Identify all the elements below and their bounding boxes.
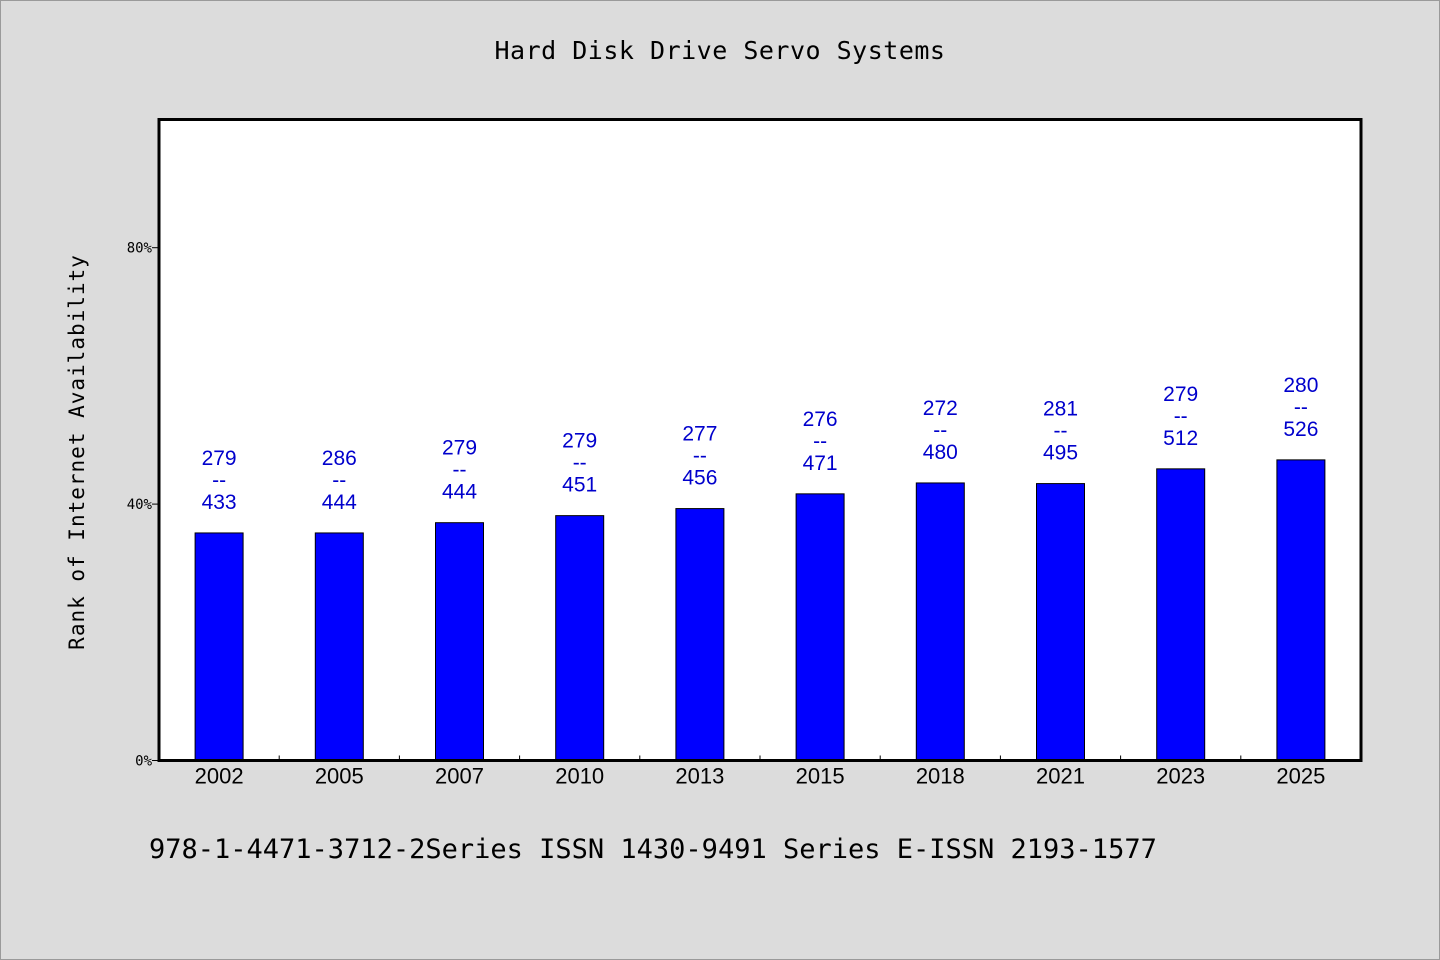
x-tick-label-2018: 2018 bbox=[916, 764, 965, 789]
bar-2018 bbox=[915, 482, 965, 761]
data-label-sep-2002: -- bbox=[212, 469, 226, 492]
axis-layer: 2002 2005 2007 2010 2013 2015 2018 2021 2023 2025… bbox=[127, 241, 1326, 789]
data-label-bottom-2018: 480 bbox=[923, 441, 958, 464]
bar-2021 bbox=[1036, 483, 1085, 761]
bars-layer bbox=[194, 459, 1326, 762]
data-label-bottom-2015: 471 bbox=[803, 452, 838, 475]
data-label-sep-2021: -- bbox=[1054, 420, 1068, 443]
x-tick-label-2021: 2021 bbox=[1036, 764, 1085, 789]
y-tick-label-0: 0% bbox=[135, 754, 152, 770]
data-label-sep-2023: -- bbox=[1174, 405, 1188, 428]
data-label-bottom-2025: 526 bbox=[1283, 418, 1318, 441]
bar-2013 bbox=[675, 508, 725, 761]
data-label-bottom-2007: 444 bbox=[442, 481, 477, 504]
data-label-top-2007: 279 bbox=[442, 437, 477, 460]
data-label-top-2023: 279 bbox=[1163, 383, 1198, 406]
bar-2002 bbox=[194, 532, 244, 761]
bar-2010 bbox=[555, 515, 605, 761]
x-tick-label-2002: 2002 bbox=[195, 764, 244, 789]
data-label-top-2005: 286 bbox=[322, 447, 357, 470]
data-label-bottom-2021: 495 bbox=[1043, 442, 1078, 465]
data-label-bottom-2010: 451 bbox=[562, 474, 597, 497]
data-label-bottom-2005: 444 bbox=[322, 491, 357, 514]
data-label-top-2018: 272 bbox=[923, 397, 958, 420]
data-label-top-2002: 279 bbox=[202, 447, 237, 470]
y-tick-label-40: 40% bbox=[127, 497, 153, 513]
x-tick-label-2013: 2013 bbox=[675, 764, 724, 789]
chart-title: Hard Disk Drive Servo Systems bbox=[494, 36, 946, 65]
y-tick-label-80: 80% bbox=[127, 241, 153, 257]
bar-2025 bbox=[1276, 459, 1326, 761]
bar-2015 bbox=[795, 493, 845, 761]
footer-note: 978-1-4471-3712-2Series ISSN 1430-9491 S… bbox=[149, 834, 1157, 865]
data-label-top-2013: 277 bbox=[682, 423, 717, 446]
data-label-sep-2015: -- bbox=[813, 430, 827, 453]
data-label-top-2025: 280 bbox=[1283, 374, 1318, 397]
bar-2005 bbox=[314, 532, 364, 761]
data-label-top-2010: 279 bbox=[562, 430, 597, 453]
bar-2023 bbox=[1156, 468, 1206, 761]
data-label-sep-2010: -- bbox=[573, 452, 587, 475]
x-tick-label-2023: 2023 bbox=[1156, 764, 1205, 789]
data-label-top-2015: 276 bbox=[803, 408, 838, 431]
data-label-bottom-2023: 512 bbox=[1163, 427, 1198, 450]
data-label-sep-2007: -- bbox=[453, 459, 467, 482]
data-label-sep-2005: -- bbox=[332, 469, 346, 492]
data-label-bottom-2013: 456 bbox=[682, 467, 717, 490]
data-label-bottom-2002: 433 bbox=[202, 491, 237, 514]
x-tick-label-2025: 2025 bbox=[1276, 764, 1325, 789]
data-label-sep-2013: -- bbox=[693, 445, 707, 468]
bar-2007 bbox=[435, 522, 484, 762]
x-tick-label-2005: 2005 bbox=[315, 764, 364, 789]
data-label-top-2021: 281 bbox=[1043, 398, 1078, 421]
data-labels-layer: 279--433286--444279--444279--451277--456… bbox=[202, 374, 1319, 514]
data-label-sep-2025: -- bbox=[1294, 396, 1308, 419]
x-tick-label-2010: 2010 bbox=[555, 764, 604, 789]
data-label-sep-2018: -- bbox=[933, 419, 947, 442]
x-tick-label-2007: 2007 bbox=[435, 764, 484, 789]
x-tick-label-2015: 2015 bbox=[796, 764, 845, 789]
